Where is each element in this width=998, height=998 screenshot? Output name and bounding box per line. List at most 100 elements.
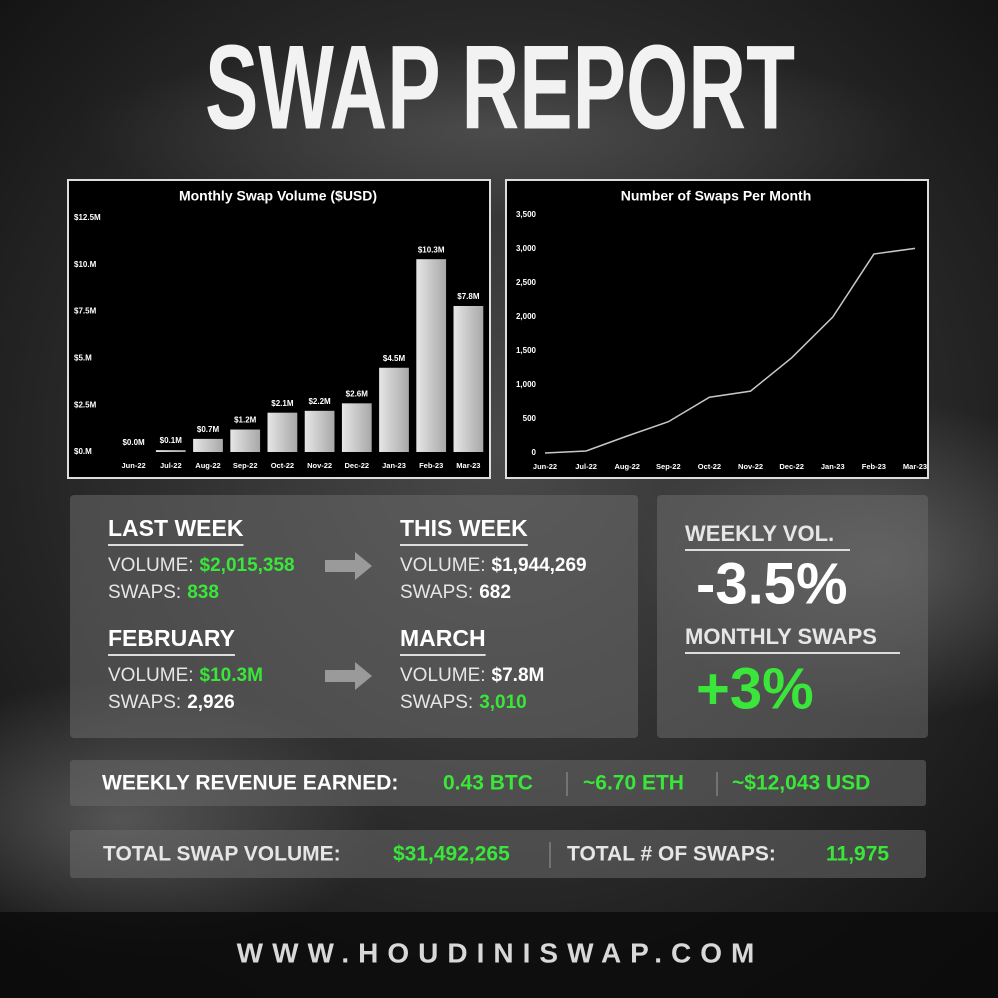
value-label: $0.0M xyxy=(122,438,145,447)
x-tick-label: Oct-22 xyxy=(698,462,721,471)
swaps-label: SWAPS: xyxy=(108,582,181,603)
swaps: 2,926 xyxy=(187,692,235,713)
x-tick-label: Jun-22 xyxy=(122,461,146,470)
bar xyxy=(193,438,223,452)
total-volume: $31,492,265 xyxy=(393,843,510,866)
arrow xyxy=(325,662,372,690)
revenue-item: ~$12,043 USD xyxy=(732,772,870,795)
line xyxy=(544,247,916,454)
value-label: $4.5M xyxy=(383,354,406,363)
volume: $2,015,358 xyxy=(200,555,295,576)
x-tick-label: Jan-23 xyxy=(382,461,406,470)
bar xyxy=(416,259,447,452)
revenue-label: WEEKLY REVENUE EARNED: xyxy=(102,772,398,795)
x-tick-label: Oct-22 xyxy=(271,461,294,470)
y-tick-label: 3,000 xyxy=(516,244,537,253)
swaps-label: SWAPS: xyxy=(108,692,181,713)
y-tick-label: $5.M xyxy=(74,354,92,363)
x-tick-label: Mar-23 xyxy=(903,462,927,471)
swaps-line: SWAPS: 2,926 xyxy=(108,692,235,713)
x-tick-label: Feb-23 xyxy=(862,462,886,471)
bar xyxy=(379,367,409,452)
x-tick-label: Sep-22 xyxy=(656,462,681,471)
x-tick-label: Jul-22 xyxy=(575,462,597,471)
swaps: 838 xyxy=(187,582,219,603)
value-label: $2.1M xyxy=(271,399,294,408)
x-tick-label: Aug-22 xyxy=(195,461,220,470)
y-tick-label: 2,500 xyxy=(516,278,537,287)
volume: $10.3M xyxy=(200,665,263,686)
x-tick-label: Nov-22 xyxy=(738,462,763,471)
y-tick-label: 3,500 xyxy=(516,210,537,219)
totals-bar xyxy=(70,830,926,878)
smoke xyxy=(80,40,920,220)
weekly-vol: -3.5% xyxy=(696,551,848,616)
bar xyxy=(341,403,372,452)
volume-label: VOLUME: xyxy=(108,555,194,576)
volume-line: VOLUME: $1,944,269 xyxy=(400,555,587,576)
value-label: $0.1M xyxy=(160,436,183,445)
period-heading: FEBRUARY xyxy=(108,625,235,651)
x-tick-label: Jul-22 xyxy=(160,461,182,470)
title: SWAP REPORT xyxy=(205,21,795,155)
revenue-item: 0.43 BTC xyxy=(443,772,533,795)
y-tick-label: $0.M xyxy=(74,447,92,456)
period-heading: THIS WEEK xyxy=(400,515,528,541)
footer-band xyxy=(0,912,998,998)
weekly-vol-label: WEEKLY VOL. xyxy=(685,521,834,546)
x-tick-label: Nov-22 xyxy=(307,461,332,470)
total-swaps-label: TOTAL # OF SWAPS: xyxy=(567,843,776,866)
x-tick-label: Feb-23 xyxy=(419,461,443,470)
y-tick-label: 500 xyxy=(523,414,537,423)
bar xyxy=(155,450,186,452)
value-label: $7.8M xyxy=(457,292,480,301)
volume-label: VOLUME: xyxy=(400,555,486,576)
swaps-line: SWAPS: 3,010 xyxy=(400,692,527,713)
value-label: $2.2M xyxy=(308,397,331,406)
bar xyxy=(304,410,335,452)
volume: $7.8M xyxy=(492,665,545,686)
volume: $1,944,269 xyxy=(492,555,587,576)
value-label: $0.7M xyxy=(197,425,220,434)
x-tick-label: Sep-22 xyxy=(233,461,258,470)
arrow xyxy=(325,552,372,580)
volume-line: VOLUME: $7.8M xyxy=(400,665,544,686)
swaps-line: SWAPS: 838 xyxy=(108,582,219,603)
period-heading: MARCH xyxy=(400,625,486,651)
value-label: $2.6M xyxy=(346,389,369,398)
revenue-item: ~6.70 ETH xyxy=(583,772,684,795)
chart-panel xyxy=(505,179,929,479)
y-tick-label: 1,500 xyxy=(516,346,537,355)
summary-panel xyxy=(657,495,928,738)
bar xyxy=(267,412,298,452)
chart-title: Monthly Swap Volume ($USD) xyxy=(179,188,377,204)
bar xyxy=(453,305,484,452)
volume-label: VOLUME: xyxy=(108,665,194,686)
swaps: 3,010 xyxy=(479,692,527,713)
volume-line: VOLUME: $10.3M xyxy=(108,665,263,686)
revenue-bar xyxy=(70,760,926,806)
x-tick-label: Jun-22 xyxy=(533,462,557,471)
total-swaps: 11,975 xyxy=(826,843,889,866)
x-tick-label: Jan-23 xyxy=(821,462,845,471)
value-label: $1.2M xyxy=(234,416,257,425)
x-tick-label: Dec-22 xyxy=(779,462,804,471)
x-tick-label: Aug-22 xyxy=(615,462,640,471)
bar xyxy=(230,429,261,452)
smoke xyxy=(0,680,380,960)
swaps-label: SWAPS: xyxy=(400,582,473,603)
swaps-label: SWAPS: xyxy=(400,692,473,713)
stats-panel xyxy=(70,495,638,738)
swaps-line: SWAPS: 682 xyxy=(400,582,511,603)
period-heading: LAST WEEK xyxy=(108,515,244,541)
swaps: 682 xyxy=(479,582,511,603)
volume-line: VOLUME: $2,015,358 xyxy=(108,555,295,576)
x-tick-label: Dec-22 xyxy=(344,461,369,470)
y-tick-label: $2.5M xyxy=(74,400,97,409)
y-tick-label: 0 xyxy=(532,448,537,457)
x-tick-label: Mar-23 xyxy=(456,461,480,470)
value-label: $10.3M xyxy=(418,245,445,254)
y-tick-label: $12.5M xyxy=(74,213,101,222)
y-tick-label: $10.M xyxy=(74,260,97,269)
